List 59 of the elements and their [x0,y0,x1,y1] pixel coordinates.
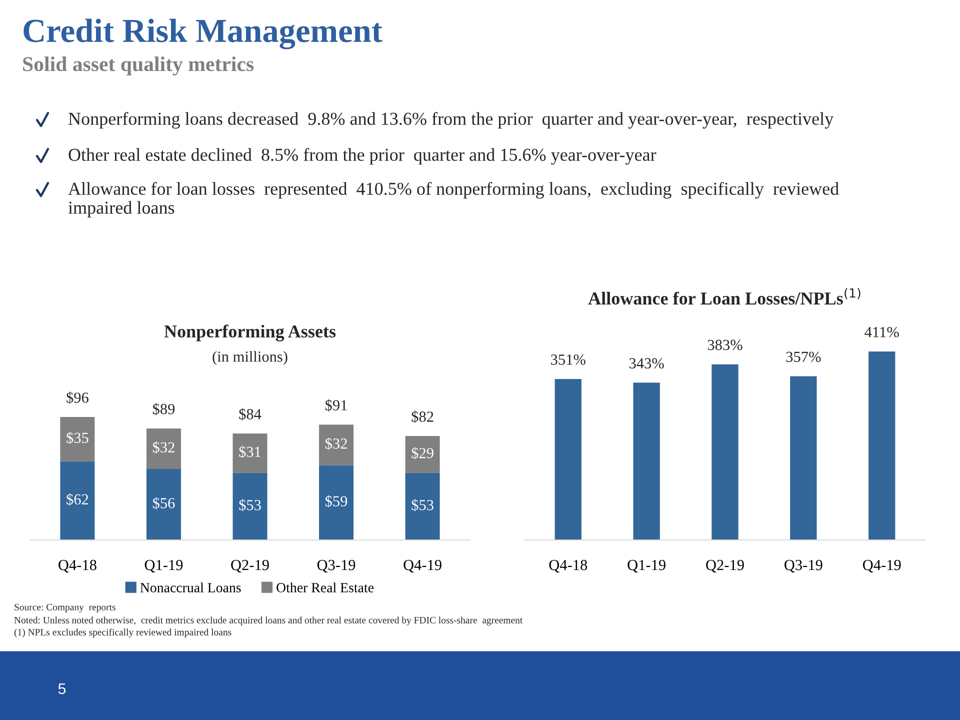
bar [319,424,354,466]
bar [60,461,95,540]
bar [232,434,268,473]
legend-label: Nonaccrual Loans [140,582,241,592]
text: Allowance for loan losses represented 410.5% of nonperforming loans, excluding specifically reviewed impaired loans [68,182,839,218]
bar [405,436,440,473]
data-label: 411% [864,326,899,338]
x-tick-label: Q1-19 [628,560,666,573]
bar [319,465,354,540]
x-tick-label: Q4-19 [404,560,442,573]
bar [405,472,440,540]
x-tick-label: Q4-18 [58,560,96,573]
legend-label: Other Real Estate [276,582,374,592]
chart-title: Allowance for Loan Losses/NPLs$^{(1)}$ [588,288,860,305]
data-label: $32 [152,441,174,454]
data-label: $31 [239,446,261,458]
chart-subtitle: (in millions) [212,351,288,365]
data-label: $29 [412,447,434,460]
total-label: $84 [239,408,262,420]
bar [790,376,817,540]
data-label: $59 [325,495,348,508]
text: Noted: Unless noted otherwise, credit metrics exclude acquired loans and other real estate covered by FDIC loss-share agreement [14,616,523,626]
data-label: $53 [239,499,261,512]
text: Other real estate declined 8.5% from the prior quarter and 15.6% year-over-year [68,148,656,165]
data-label: $56 [152,497,175,510]
chart-title: Nonperforming Assets [164,324,336,342]
text: Credit Risk Management [24,18,382,50]
bar [232,472,268,540]
x-tick-label: Q3-19 [784,560,822,573]
total-label: $96 [66,392,88,404]
total-label: $82 [412,410,434,423]
data-label: 357% [786,352,821,362]
data-label: $53 [412,499,434,512]
source-note: Source: Company reports [14,604,116,612]
bar [712,364,738,540]
text: Solid asset quality metrics [23,56,254,76]
bar [146,469,181,540]
bar [633,382,660,540]
data-label: 343% [629,358,664,369]
x-tick-label: Q2-19 [231,560,269,573]
data-label: 351% [551,354,586,365]
bar [868,351,896,540]
bar [146,428,181,470]
text: 5 [58,683,66,694]
x-tick-label: Q3-19 [317,560,356,573]
total-label: $91 [325,399,347,412]
x-tick-label: Q1-19 [144,560,183,573]
data-label: 383% [708,340,742,350]
total-label: $89 [152,403,175,416]
bar [60,417,95,462]
data-label: $35 [66,432,88,444]
text: (1) NPLs excludes specifically reviewed impaired loans [14,628,232,638]
x-tick-label: Q4-19 [862,560,901,573]
bar [554,378,582,540]
x-tick-label: Q4-18 [549,560,588,573]
data-label: $32 [325,438,347,450]
data-label: $62 [66,493,88,506]
text: Nonperforming loans decreased 9.8% and 13.6% from the prior quarter and year-over-year, respectively [68,112,834,129]
x-tick-label: Q2-19 [706,560,744,573]
